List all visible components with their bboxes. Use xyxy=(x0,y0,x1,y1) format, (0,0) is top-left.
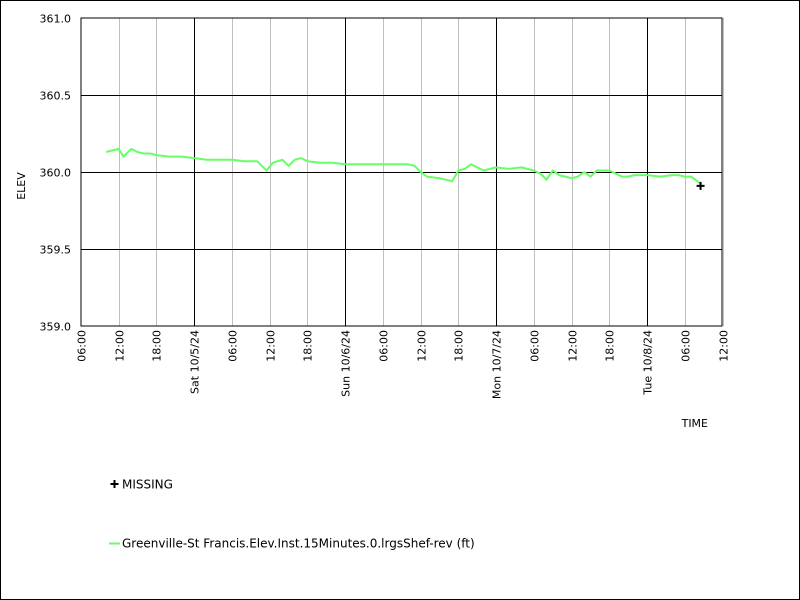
series-layer xyxy=(105,147,705,190)
x-tick-label: 06:00 xyxy=(529,330,542,362)
x-tick-label: Sat 10/5/24 xyxy=(189,330,202,394)
x-tick-label: 06:00 xyxy=(227,330,240,362)
x-tick-label: 12:00 xyxy=(416,330,429,362)
y-tick-label: 361.0 xyxy=(40,13,72,26)
x-tick-label: Tue 10/8/24 xyxy=(642,330,655,396)
grid-layer xyxy=(81,18,724,326)
x-tick-label: 18:00 xyxy=(453,330,466,362)
legend-series-label: Greenville-St Francis.Elev.Inst.15Minute… xyxy=(122,537,475,551)
legend: MISSING Greenville-St Francis.Elev.Inst.… xyxy=(109,478,475,551)
y-tick-label: 359.5 xyxy=(40,244,72,257)
x-tick-label: 12:00 xyxy=(567,330,580,362)
missing-point-marker xyxy=(696,181,705,190)
x-axis-title: TIME xyxy=(681,417,708,430)
x-tick-label: 06:00 xyxy=(378,330,391,362)
y-axis-title: ELEV xyxy=(15,172,28,200)
x-tick-label: Sun 10/6/24 xyxy=(340,330,353,397)
x-tick-label: 18:00 xyxy=(302,330,315,362)
legend-missing-entry: MISSING xyxy=(110,478,173,492)
x-tick-label: 12:00 xyxy=(114,330,127,362)
x-tick-label: 06:00 xyxy=(76,330,89,362)
x-tick-labels: 06:00 12:00 18:00 Sat 10/5/24 06:00 12:00 18:0… xyxy=(76,330,731,399)
legend-missing-label: MISSING xyxy=(122,478,173,492)
x-tick-label: Mon 10/7/24 xyxy=(491,330,504,399)
x-tick-label: 18:00 xyxy=(151,330,164,362)
y-tick-label: 360.0 xyxy=(40,167,72,180)
plot-frame xyxy=(80,17,723,327)
series-line xyxy=(105,147,702,186)
x-tick-label: 06:00 xyxy=(680,330,693,362)
legend-series-entry: Greenville-St Francis.Elev.Inst.15Minute… xyxy=(109,537,475,551)
y-tick-label: 359.0 xyxy=(40,321,72,334)
missing-marker-icon xyxy=(110,480,119,488)
y-tick-labels: 359.0 359.5 360.0 360.5 361.0 xyxy=(40,13,72,334)
y-tick-label: 360.5 xyxy=(40,90,72,103)
x-tick-label: 12:00 xyxy=(265,330,278,362)
x-tick-label: 12:00 xyxy=(718,330,731,362)
x-tick-label: 18:00 xyxy=(604,330,617,362)
